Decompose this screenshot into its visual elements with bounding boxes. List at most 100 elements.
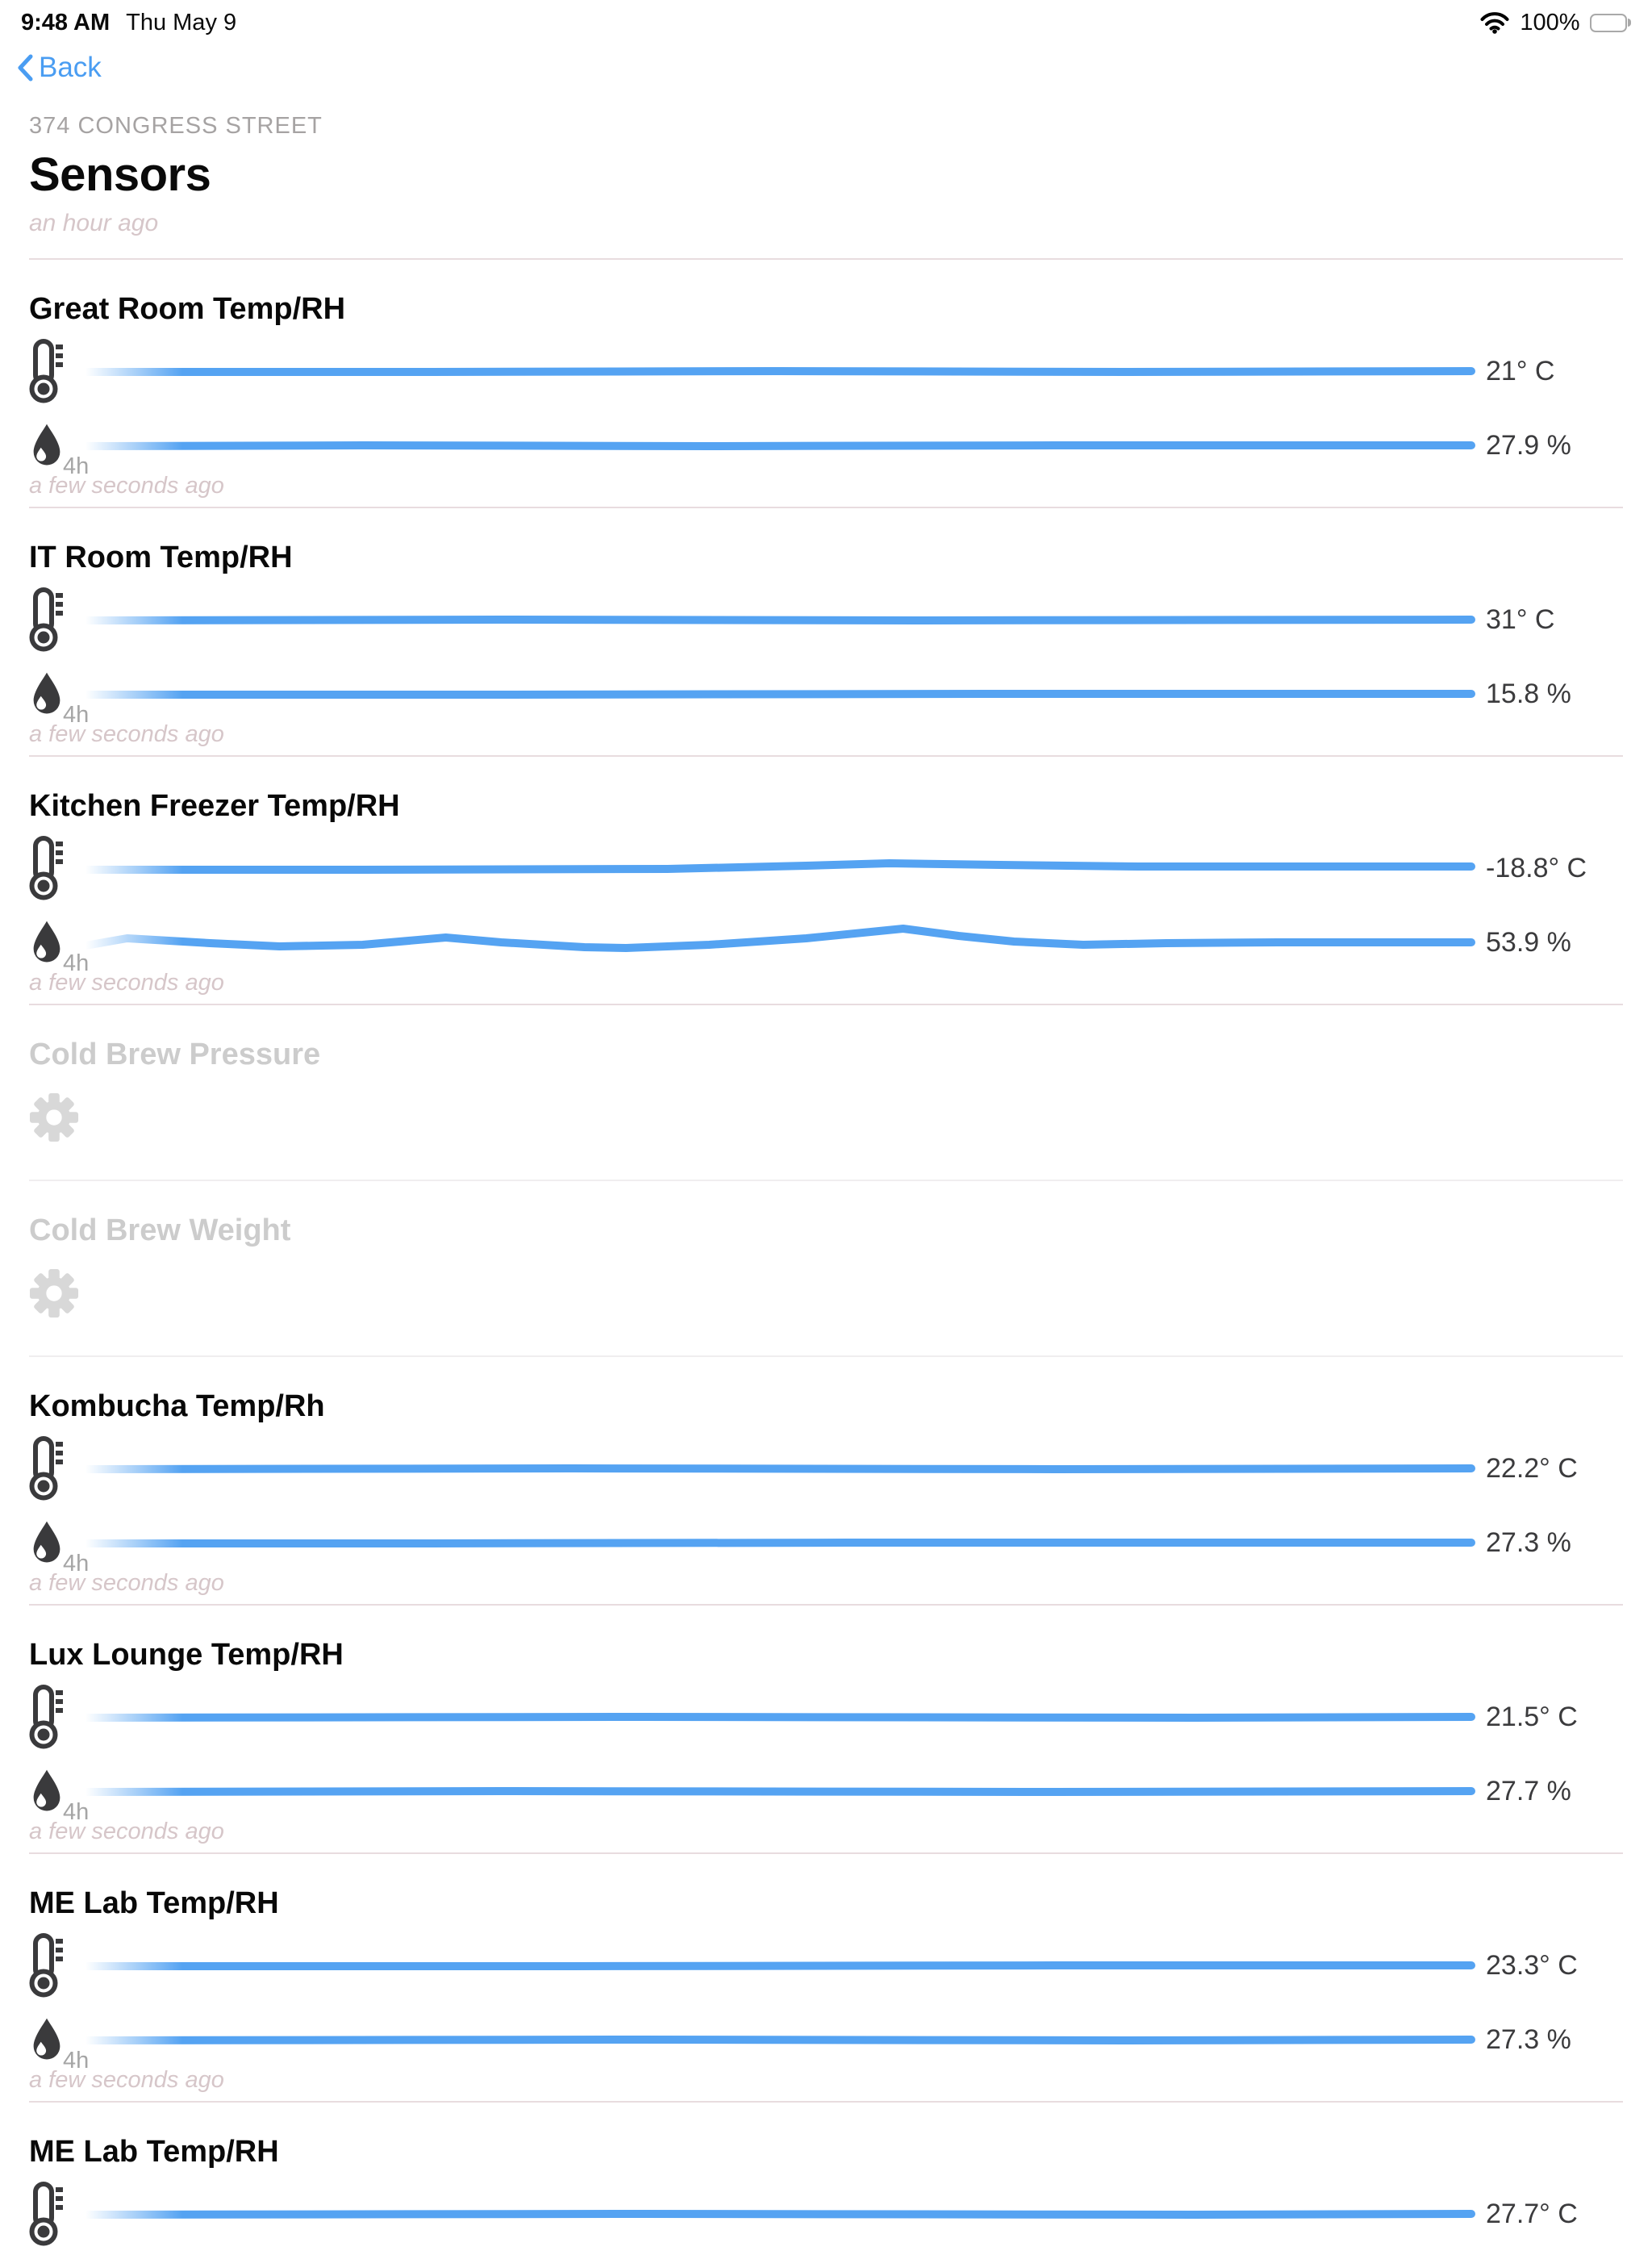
thermometer-icon — [29, 587, 65, 652]
temperature-value: 22.2° C — [1486, 1452, 1578, 1484]
sensor-last-updated: a few seconds ago — [29, 1570, 224, 1596]
sensor-section-me-lab-2[interactable]: ME Lab Temp/RH 27.7° C — [29, 2103, 1623, 2251]
thermometer-icon — [29, 2182, 65, 2246]
thermometer-icon — [29, 836, 65, 900]
gear-icon — [29, 1092, 79, 1142]
page-header: 374 CONGRESS STREET Sensors an hour ago — [29, 86, 1623, 260]
sensor-section-great-room[interactable]: Great Room Temp/RH 21° C 27.9 % 4h a few… — [29, 260, 1623, 508]
temperature-row: 22.2° C — [29, 1431, 1623, 1506]
humidity-sparkline — [81, 413, 1476, 478]
temperature-sparkline — [81, 1685, 1476, 1749]
humidity-value: 27.3 % — [1486, 1526, 1571, 1558]
sensor-last-updated: a few seconds ago — [29, 473, 224, 499]
sensor-last-updated: a few seconds ago — [29, 1819, 224, 1844]
humidity-row: 27.3 % 4h — [29, 2003, 1623, 2077]
chevron-left-icon — [16, 54, 34, 81]
sensor-title: ME Lab Temp/RH — [29, 2135, 279, 2169]
temperature-value: 21.5° C — [1486, 1701, 1578, 1732]
status-bar: 9:48 AM Thu May 9 100% — [0, 0, 1652, 40]
thermometer-icon — [29, 1436, 65, 1501]
temperature-value: 23.3° C — [1486, 1949, 1578, 1981]
temperature-row: 27.7° C — [29, 2177, 1623, 2251]
temperature-sparkline — [81, 587, 1476, 652]
sensor-title: ME Lab Temp/RH — [29, 1886, 279, 1920]
time-range-label: 4h — [63, 950, 90, 976]
humidity-row: 53.9 % 4h — [29, 905, 1623, 979]
temperature-value: -18.8° C — [1486, 852, 1587, 883]
clock-time: 9:48 AM — [21, 9, 111, 35]
sensor-title-disabled: Cold Brew Weight — [29, 1213, 291, 1247]
humidity-value: 53.9 % — [1486, 926, 1571, 958]
temperature-sparkline — [81, 1436, 1476, 1501]
battery-icon — [1589, 13, 1631, 32]
time-range-label: 4h — [63, 1551, 90, 1577]
thermometer-icon — [29, 1685, 65, 1749]
temperature-value: 27.7° C — [1486, 2198, 1578, 2229]
humidity-value: 27.3 % — [1486, 2023, 1571, 2055]
sensor-section-cold-brew-pressure[interactable]: Cold Brew Pressure — [29, 1005, 1623, 1181]
temperature-sparkline — [81, 836, 1476, 900]
temperature-row: 31° C — [29, 583, 1623, 657]
droplet-icon — [31, 670, 63, 717]
sensor-section-it-room[interactable]: IT Room Temp/RH 31° C 15.8 % 4h a few se… — [29, 508, 1623, 757]
battery-percent: 100% — [1520, 9, 1580, 35]
humidity-row: 15.8 % 4h — [29, 657, 1623, 731]
humidity-row: 27.9 % 4h — [29, 408, 1623, 482]
location-label: 374 CONGRESS STREET — [29, 113, 323, 139]
sensor-section-cold-brew-weight[interactable]: Cold Brew Weight — [29, 1181, 1623, 1357]
gear-icon — [29, 1268, 79, 1318]
wifi-icon — [1479, 11, 1510, 34]
back-label: Back — [39, 52, 102, 83]
page-last-updated: an hour ago — [29, 210, 159, 236]
sensor-title: Great Room Temp/RH — [29, 292, 346, 326]
sensor-last-updated: a few seconds ago — [29, 970, 224, 996]
droplet-icon — [31, 422, 63, 469]
temperature-sparkline — [81, 2182, 1476, 2246]
humidity-sparkline — [81, 662, 1476, 726]
clock-date: Thu May 9 — [126, 9, 237, 35]
droplet-icon — [31, 1519, 63, 1566]
time-range-label: 4h — [63, 453, 90, 479]
back-button[interactable]: Back — [16, 52, 102, 84]
sensor-section-kitchen-freezer[interactable]: Kitchen Freezer Temp/RH -18.8° C 53.9 % … — [29, 757, 1623, 1005]
sensor-last-updated: a few seconds ago — [29, 721, 224, 747]
sensor-last-updated: a few seconds ago — [29, 2067, 224, 2093]
humidity-value: 27.7 % — [1486, 1775, 1571, 1806]
sensor-title: Lux Lounge Temp/RH — [29, 1638, 344, 1672]
temperature-row: 23.3° C — [29, 1928, 1623, 2003]
humidity-value: 15.8 % — [1486, 678, 1571, 709]
humidity-sparkline — [81, 1510, 1476, 1575]
time-range-label: 4h — [63, 2048, 90, 2074]
droplet-icon — [31, 919, 63, 966]
configure-sensor[interactable] — [29, 1268, 1623, 1322]
thermometer-icon — [29, 1933, 65, 1998]
humidity-value: 27.9 % — [1486, 429, 1571, 461]
temperature-row: -18.8° C — [29, 831, 1623, 905]
droplet-icon — [31, 1768, 63, 1815]
sensor-title: IT Room Temp/RH — [29, 541, 293, 574]
temperature-sparkline — [81, 1933, 1476, 1998]
time-range-label: 4h — [63, 702, 90, 728]
thermometer-icon — [29, 339, 65, 403]
temperature-value: 31° C — [1486, 603, 1555, 635]
humidity-row: 27.7 % 4h — [29, 1754, 1623, 1828]
sensor-title-disabled: Cold Brew Pressure — [29, 1038, 321, 1071]
sensor-section-me-lab[interactable]: ME Lab Temp/RH 23.3° C 27.3 % 4h a few s… — [29, 1854, 1623, 2103]
sensor-title: Kombucha Temp/Rh — [29, 1389, 325, 1423]
sensor-section-kombucha[interactable]: Kombucha Temp/Rh 22.2° C 27.3 % 4h a few… — [29, 1357, 1623, 1606]
humidity-sparkline — [81, 2007, 1476, 2072]
droplet-icon — [31, 2016, 63, 2063]
configure-sensor[interactable] — [29, 1092, 1623, 1146]
page-title: Sensors — [29, 148, 211, 201]
time-range-label: 4h — [63, 1799, 90, 1825]
sensor-section-lux-lounge[interactable]: Lux Lounge Temp/RH 21.5° C 27.7 % 4h a f… — [29, 1606, 1623, 1854]
humidity-sparkline — [81, 1759, 1476, 1823]
humidity-sparkline — [81, 910, 1476, 975]
nav-bar: Back — [0, 40, 1652, 86]
temperature-sparkline — [81, 339, 1476, 403]
temperature-row: 21.5° C — [29, 1680, 1623, 1754]
sensor-title: Kitchen Freezer Temp/RH — [29, 789, 400, 823]
temperature-value: 21° C — [1486, 355, 1555, 386]
humidity-row: 27.3 % 4h — [29, 1506, 1623, 1580]
temperature-row: 21° C — [29, 334, 1623, 408]
